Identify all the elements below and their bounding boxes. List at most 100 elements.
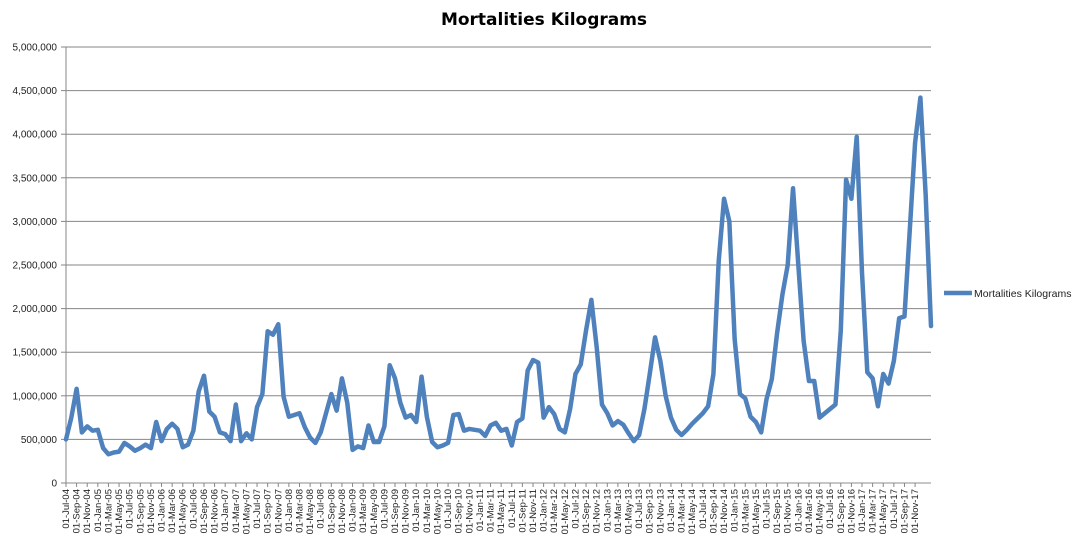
y-tick-label: 4,500,000 (13, 86, 58, 97)
x-tick-label: 01-Nov-10 (464, 489, 475, 533)
y-tick-label: 1,500,000 (13, 348, 58, 359)
x-tick-label: 01-Mar-14 (677, 489, 688, 533)
x-tick-label: 01-May-06 (178, 489, 189, 534)
x-tick-label: 01-Nov-16 (846, 489, 857, 533)
x-tick-label: 01-Jul-11 (507, 489, 518, 528)
x-tick-label: 01-Nov-06 (210, 489, 221, 533)
x-tick-label: 01-Sep-05 (135, 489, 146, 533)
x-tick-label: 01-May-12 (560, 489, 571, 534)
x-tick-label: 01-Jan-06 (157, 489, 168, 532)
gridlines (66, 46, 931, 484)
x-tick-label: 01-Sep-11 (517, 489, 528, 533)
x-tick-label: 01-Mar-10 (422, 489, 433, 533)
x-tick-label: 01-Jul-10 (443, 489, 454, 529)
x-tick-label: 01-Jul-12 (570, 489, 581, 529)
x-tick-label: 01-Jan-13 (602, 489, 613, 532)
x-tick-label: 01-Sep-04 (72, 489, 83, 533)
y-tick-label: 2,500,000 (13, 261, 58, 272)
x-tick-label: 01-Jul-17 (889, 489, 900, 529)
x-tick-label: 01-Mar-16 (804, 489, 815, 533)
x-tick-label: 01-Mar-12 (549, 489, 560, 533)
y-tick-label: 4,000,000 (13, 130, 58, 141)
x-tick-label: 01-May-10 (432, 489, 443, 534)
x-tick-label: 01-Sep-08 (326, 489, 337, 533)
y-tick-label: 5,000,000 (13, 43, 58, 54)
x-tick-label: 01-Jan-11 (475, 489, 486, 531)
x-tick-label: 01-Sep-10 (454, 489, 465, 533)
legend: Mortalities Kilograms (944, 288, 1071, 300)
x-tick-label: 01-Jul-05 (125, 489, 136, 529)
x-tick-label: 01-Nov-07 (273, 489, 284, 533)
x-tick-label: 01-Mar-05 (103, 489, 114, 533)
x-tick-label: 01-Sep-09 (390, 489, 401, 533)
x-tick-label: 01-Nov-08 (337, 489, 348, 533)
x-tick-label: 01-Mar-08 (294, 489, 305, 533)
x-tick-label: 01-May-05 (114, 489, 125, 534)
x-tick-label: 01-Nov-15 (783, 489, 794, 533)
x-tick-label: 01-Sep-13 (645, 489, 656, 533)
x-tick-label: 01-Sep-06 (199, 489, 210, 533)
x-tick-label: 01-Nov-14 (719, 489, 730, 533)
x-tick-label: 01-Jan-05 (93, 489, 104, 532)
y-tick-label: 3,500,000 (13, 173, 58, 184)
series-group (63, 95, 934, 457)
x-tick-label: 01-Nov-09 (401, 489, 412, 533)
series-line-mortalities-kilograms (63, 95, 934, 457)
x-tick-label: 01-May-09 (369, 489, 380, 534)
x-tick-label: 01-Mar-06 (167, 489, 178, 533)
x-tick-label: 01-Jul-07 (252, 489, 263, 529)
x-tick-label: 01-Sep-15 (772, 489, 783, 533)
x-tick-label: 01-May-16 (815, 489, 826, 534)
x-tick-label: 01-Jan-14 (666, 489, 677, 532)
y-axis: 0 500,000 1,000,000 1,500,000 2,000,000 2,500… (13, 43, 67, 490)
x-tick-label: 01-Jan-16 (793, 489, 804, 532)
x-tick-label: 01-Mar-11 (486, 489, 497, 532)
x-tick-label: 01-Nov-13 (655, 489, 666, 533)
x-tick-label: 01-Jul-06 (188, 489, 199, 529)
y-tick-label: 2,000,000 (13, 304, 58, 315)
x-tick-label: 01-Nov-12 (592, 489, 603, 533)
x-tick-label: 01-Jul-04 (61, 489, 72, 529)
x-tick-label: 01-Jan-15 (730, 489, 741, 532)
x-tick-label: 01-Sep-17 (899, 489, 910, 533)
x-tick-label: 01-Mar-09 (358, 489, 369, 533)
x-tick-label: 01-Mar-17 (868, 489, 879, 533)
x-tick-label: 01-Nov-17 (910, 489, 921, 533)
x-tick-label: 01-Jul-16 (825, 489, 836, 529)
x-tick-label: 01-Jul-08 (316, 489, 327, 529)
x-tick-label: 01-Sep-07 (263, 489, 274, 533)
x-tick-label: 01-May-15 (751, 489, 762, 534)
x-tick-label: 01-Jan-08 (284, 489, 295, 532)
legend-label: Mortalities Kilograms (974, 288, 1071, 300)
x-tick-label: 01-Jan-17 (857, 489, 868, 532)
x-tick-label: 01-Jan-12 (539, 489, 550, 532)
y-tick-label: 500,000 (21, 435, 58, 446)
x-tick-label: 01-Jul-09 (379, 489, 390, 529)
x-tick-label: 01-May-07 (241, 489, 252, 534)
x-tick-label: 01-Sep-16 (836, 489, 847, 533)
x-tick-label: 01-Jul-15 (761, 489, 772, 529)
x-tick-label: 01-Nov-05 (146, 489, 157, 533)
x-axis: 01-Jul-04 01-Sep-04 01-Nov-04 01-Jan-05 01-M… (61, 483, 921, 534)
y-tick-label: 3,000,000 (13, 217, 58, 228)
x-tick-label: 01-May-14 (687, 489, 698, 534)
x-tick-label: 01-Jul-13 (634, 489, 645, 529)
x-tick-label: 01-Nov-11 (528, 489, 539, 533)
y-tick-label: 1,000,000 (13, 391, 58, 402)
x-tick-label: 01-May-11 (496, 489, 507, 534)
x-tick-label: 01-Sep-12 (581, 489, 592, 533)
x-tick-label: 01-Mar-13 (613, 489, 624, 533)
x-tick-label: 01-May-17 (878, 489, 889, 534)
x-tick-label: 01-May-13 (624, 489, 635, 534)
x-tick-label: 01-Mar-07 (231, 489, 242, 533)
x-tick-label: 01-Jan-10 (411, 489, 422, 532)
x-tick-label: 01-Jul-14 (698, 489, 709, 529)
x-tick-label: 01-Sep-14 (708, 489, 719, 533)
x-tick-label: 01-Jan-09 (348, 489, 359, 532)
chart-title: Mortalities Kilograms (441, 10, 647, 30)
x-tick-label: 01-Nov-04 (82, 489, 93, 533)
x-tick-label: 01-Jan-07 (220, 489, 231, 532)
x-tick-label: 01-Mar-15 (740, 489, 751, 533)
x-tick-label: 01-May-08 (305, 489, 316, 534)
